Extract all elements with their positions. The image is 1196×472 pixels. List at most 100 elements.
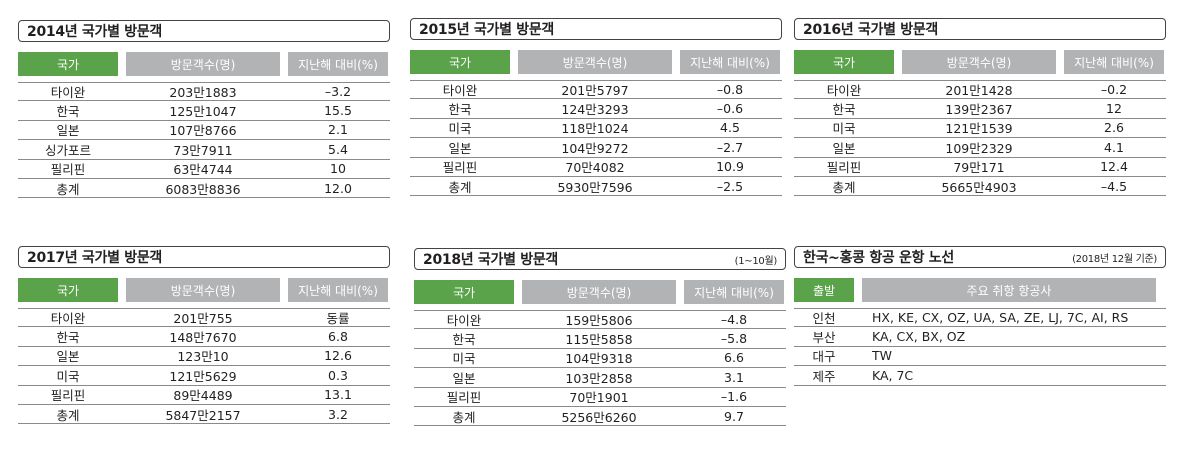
title-text: 2015년 국가별 방문객 [419, 22, 554, 38]
change-cell: 12.4 [1100, 159, 1128, 175]
change-cell: 10.9 [716, 159, 744, 175]
title-text: 2017년 국가별 방문객 [27, 250, 162, 266]
country-cell: 일본 [832, 140, 856, 156]
visitors-cell: 124만3293 [561, 102, 629, 118]
country-cell: 한국 [56, 104, 80, 120]
table-row: 타이완 201만5797 –0.8 [410, 80, 782, 100]
table-2014: 2014년 국가별 방문객 국가 방문객수(명) 지난해 대비(%) 타이완 20… [18, 20, 390, 199]
table-row: 일본 123만10 12.6 [18, 347, 390, 367]
header-change: 지난해 대비(%) [288, 52, 388, 76]
header-visitors: 방문객수(명) [126, 52, 280, 76]
visitors-cell: 5665만4903 [941, 179, 1017, 195]
table-row: 타이완 201만1428 –0.2 [794, 80, 1166, 100]
visitors-cell: 6083만8836 [165, 181, 241, 197]
change-cell: 4.1 [1104, 139, 1124, 155]
table-row: 부산 KA, CX, BX, OZ [794, 327, 1166, 347]
country-cell: 필리핀 [442, 160, 478, 176]
visitors-cell: 148만7670 [169, 330, 237, 346]
country-cell: 총계 [448, 179, 472, 195]
country-cell: 총계 [56, 181, 80, 197]
visitors-cell: 159만5806 [565, 313, 633, 329]
header-country: 국가 [794, 50, 894, 74]
change-cell: –4.5 [1100, 178, 1128, 194]
table-row: 일본 109만2329 4.1 [794, 138, 1166, 158]
change-cell: –3.2 [324, 84, 352, 100]
change-cell: 6.6 [724, 350, 744, 366]
table-2018: 2018년 국가별 방문객 (1~10월) 국가 방문객수(명) 지난해 대비(%… [414, 248, 786, 427]
header-change: 지난해 대비(%) [288, 278, 388, 302]
visitors-cell: 73만7911 [173, 142, 233, 158]
table-row: 제주 KA, 7C [794, 366, 1166, 386]
title-note: (1~10월) [734, 255, 778, 267]
table-title: 2016년 국가별 방문객 [794, 18, 1166, 40]
table-row: 총계 5847만2157 3.2 [18, 405, 390, 425]
country-cell: 타이완 [50, 85, 86, 101]
visitors-cell: 70만4082 [565, 160, 625, 176]
change-cell: –5.8 [720, 331, 748, 347]
header-visitors: 방문객수(명) [902, 50, 1056, 74]
change-cell: 10 [330, 161, 346, 177]
table-row: 일본 107만8766 2.1 [18, 121, 390, 141]
visitors-cell: 5930만7596 [557, 179, 633, 195]
table-row: 필리핀 70만4082 10.9 [410, 158, 782, 177]
change-cell: 2.6 [1104, 120, 1124, 136]
header-country: 국가 [18, 278, 118, 302]
country-cell: 총계 [56, 407, 80, 423]
table-2017: 2017년 국가별 방문객 국가 방문객수(명) 지난해 대비(%) 타이완 20… [18, 246, 390, 425]
change-cell: 13.1 [324, 387, 352, 403]
change-cell: –4.8 [720, 312, 748, 328]
title-text: 한국~홍콩 항공 운항 노선 [803, 250, 954, 266]
table-title: 2015년 국가별 방문객 [410, 18, 782, 40]
visitors-cell: 107만8766 [169, 123, 237, 139]
table-2016: 2016년 국가별 방문객 국가 방문객수(명) 지난해 대비(%) 타이완 20… [794, 18, 1166, 197]
visitors-cell: 104만9272 [561, 140, 629, 156]
country-cell: 한국 [452, 332, 476, 348]
change-cell: 12.6 [324, 348, 352, 364]
header-change: 지난해 대비(%) [684, 280, 784, 304]
visitors-cell: 203만1883 [169, 85, 237, 101]
title-text: 2016년 국가별 방문객 [803, 22, 938, 38]
change-cell: 6.8 [328, 329, 348, 345]
visitors-cell: 109만2329 [945, 140, 1013, 156]
visitors-cell: 121만5629 [169, 368, 237, 384]
visitors-cell: 139만2367 [945, 102, 1013, 118]
country-cell: 일본 [56, 123, 80, 139]
country-cell: 필리핀 [446, 390, 482, 406]
table-row: 한국 148만7670 6.8 [18, 327, 390, 347]
table-row: 미국 104만9318 6.6 [414, 349, 786, 369]
table-title: 2018년 국가별 방문객 (1~10월) [414, 248, 786, 270]
table-row: 미국 118만1024 4.5 [410, 119, 782, 139]
country-cell: 한국 [56, 330, 80, 346]
visitors-cell: 103만2858 [565, 370, 633, 386]
table-row: 인천 HX, KE, CX, OZ, UA, SA, ZE, LJ, 7C, AI… [794, 308, 1166, 328]
table-header: 국가 방문객수(명) 지난해 대비(%) [414, 280, 786, 304]
change-cell: –2.5 [716, 178, 744, 194]
table-row: 대구 TW [794, 347, 1166, 367]
header-change: 지난해 대비(%) [680, 50, 780, 74]
country-cell: 타이완 [442, 83, 478, 99]
table-row: 한국 125만1047 15.5 [18, 101, 390, 121]
header-country: 국가 [18, 52, 118, 76]
table-row: 필리핀 79만171 12.4 [794, 158, 1166, 177]
country-cell: 미국 [448, 121, 472, 137]
change-cell: 2.1 [328, 122, 348, 138]
visitors-cell: 89만4489 [173, 388, 233, 404]
title-text: 2018년 국가별 방문객 [423, 252, 558, 268]
title-note: (2018년 12월 기준) [1072, 253, 1157, 265]
country-cell: 타이완 [446, 313, 482, 329]
country-cell: 미국 [56, 368, 80, 384]
table-row: 일본 104만9272 –2.7 [410, 138, 782, 158]
table-row: 총계 5256만6260 9.7 [414, 407, 786, 427]
origin-cell: 인천 [812, 311, 836, 327]
header-country: 국가 [414, 280, 514, 304]
airlines-cell: KA, CX, BX, OZ [872, 329, 966, 345]
country-cell: 미국 [452, 351, 476, 367]
airlines-cell: HX, KE, CX, OZ, UA, SA, ZE, LJ, 7C, AI, … [872, 310, 1129, 326]
visitors-cell: 201만1428 [945, 83, 1013, 99]
visitors-cell: 123만10 [177, 349, 229, 365]
airlines-cell: TW [872, 348, 892, 364]
table-header: 국가 방문객수(명) 지난해 대비(%) [18, 52, 390, 76]
table-row: 미국 121만1539 2.6 [794, 119, 1166, 139]
country-cell: 한국 [832, 102, 856, 118]
change-cell: 3.1 [724, 369, 744, 385]
